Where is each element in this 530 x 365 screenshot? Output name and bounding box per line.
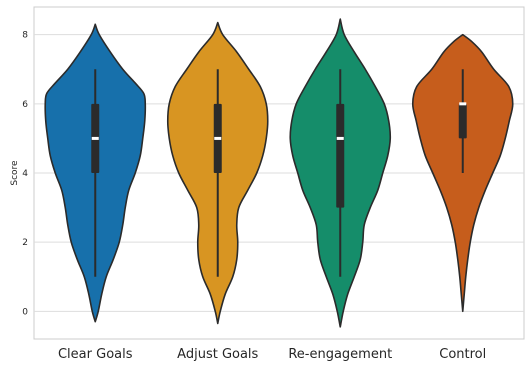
- violin-median: [214, 136, 222, 140]
- x-tick-labels: Clear Goals Adjust Goals Re-engagement Cont…: [58, 347, 486, 362]
- violin-median: [336, 136, 344, 140]
- y-axis-label: Score: [10, 160, 20, 186]
- violin-iqr-box: [336, 103, 345, 208]
- x-tick-label: Clear Goals: [58, 347, 133, 362]
- x-tick-label: Adjust Goals: [177, 347, 258, 362]
- y-tick-label: 4: [22, 169, 28, 179]
- y-tick-label: 8: [22, 31, 28, 41]
- violin-median: [459, 102, 467, 106]
- violin-iqr-box: [458, 103, 467, 139]
- x-tick-label: Re-engagement: [288, 347, 392, 362]
- violins: [44, 18, 514, 328]
- y-tick-label: 6: [22, 100, 28, 110]
- y-tick-labels: 0 2 4 6 8: [22, 31, 28, 318]
- x-tick-label: Control: [439, 347, 486, 362]
- violin-median: [91, 136, 99, 140]
- y-tick-label: 2: [22, 238, 28, 248]
- y-tick-label: 0: [22, 307, 28, 317]
